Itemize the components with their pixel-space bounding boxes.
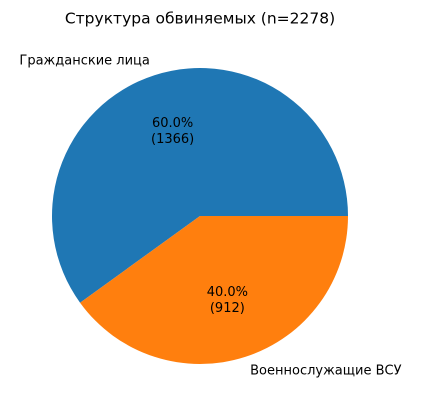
slice-label: Гражданские лица xyxy=(19,54,149,69)
value-label: 60.0% xyxy=(152,116,193,131)
pie-slice xyxy=(80,216,348,365)
value-label: (912) xyxy=(210,301,245,316)
pie-slice xyxy=(51,68,348,303)
value-label: (1366) xyxy=(151,132,194,147)
chart-title: Структура обвиняемых (n=2278) xyxy=(65,10,335,28)
slice-label: Военнослужащие ВСУ xyxy=(250,363,401,378)
value-label: 40.0% xyxy=(207,285,248,300)
